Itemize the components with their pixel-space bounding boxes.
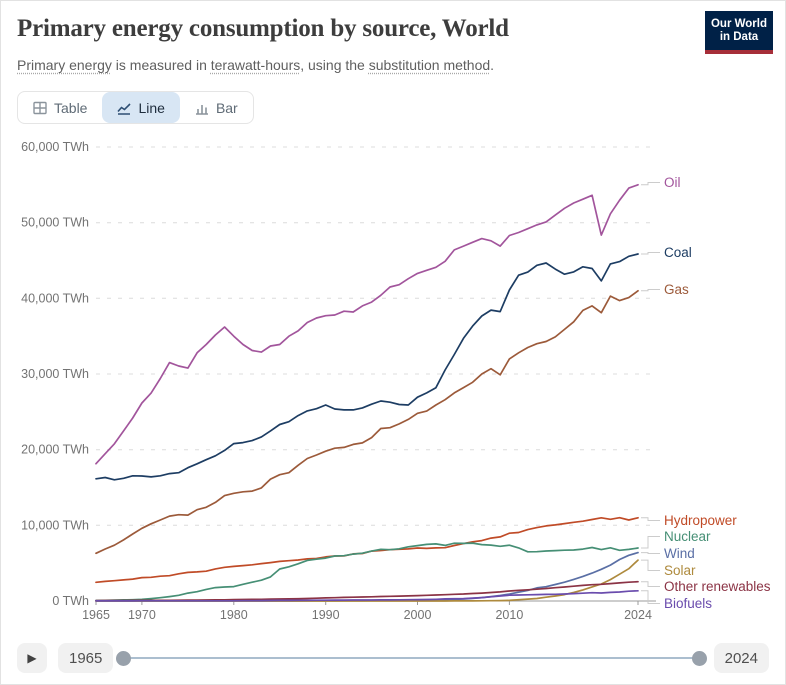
timeline-start-handle[interactable]	[116, 650, 131, 666]
series-label-solar[interactable]: Solar	[664, 563, 696, 578]
y-tick-label: 30,000 TWh	[21, 367, 89, 381]
series-label-connector	[641, 559, 660, 571]
chart-subtitle: Primary energy is measured in terawatt-h…	[17, 57, 494, 73]
x-tick-label: 2000	[404, 608, 432, 622]
series-label-connector	[641, 536, 660, 549]
y-tick-label: 50,000 TWh	[21, 216, 89, 230]
series-label-connector	[641, 517, 660, 521]
term-primary-energy[interactable]: Primary energy	[17, 57, 112, 73]
x-tick-label: 1965	[82, 608, 110, 622]
series-label-oil[interactable]: Oil	[664, 175, 681, 190]
tab-line-label: Line	[138, 99, 165, 116]
y-tick-label: 10,000 TWh	[21, 518, 89, 532]
y-tick-label: 60,000 TWh	[21, 140, 89, 154]
series-label-connector	[641, 252, 660, 255]
y-tick-label: 40,000 TWh	[21, 291, 89, 305]
series-label-coal[interactable]: Coal	[664, 245, 692, 260]
owid-logo-line2: in Data	[719, 31, 759, 43]
x-tick-label: 2024	[624, 608, 652, 622]
series-label-nuclear[interactable]: Nuclear	[664, 529, 711, 544]
tab-bar-label: Bar	[215, 99, 238, 116]
subtitle-text: .	[490, 57, 495, 73]
timeline-slider-track[interactable]	[116, 650, 707, 666]
series-label-wind[interactable]: Wind	[664, 546, 695, 561]
tab-table[interactable]: Table	[18, 92, 102, 123]
series-label-gas[interactable]: Gas	[664, 282, 689, 297]
bar-chart-icon	[195, 104, 208, 115]
series-label-connector	[641, 552, 660, 554]
series-line-oil	[95, 183, 639, 465]
subtitle-text: , using the	[300, 57, 369, 73]
x-tick-label: 1970	[128, 608, 156, 622]
y-tick-label: 0 TWh	[52, 594, 89, 608]
term-terawatt-hours[interactable]: terawatt-hours	[210, 57, 301, 73]
series-label-hydropower[interactable]: Hydropower	[664, 513, 737, 528]
line-chart-icon	[117, 102, 132, 115]
timeline-end-handle[interactable]	[692, 650, 707, 666]
subtitle-text: is measured in	[111, 57, 211, 73]
series-line-coal	[95, 253, 639, 481]
owid-logo[interactable]: Our World in Data	[705, 11, 773, 54]
series-label-connector	[641, 590, 660, 604]
table-icon	[33, 101, 47, 114]
series-label-connector	[641, 289, 660, 292]
series-label-connector	[641, 581, 660, 587]
series-label-other-renewables[interactable]: Other renewables	[664, 579, 771, 594]
x-tick-label: 1990	[312, 608, 340, 622]
tab-line[interactable]: Line	[102, 92, 180, 123]
play-icon: ▶	[27, 651, 37, 665]
page-title: Primary energy consumption by source, Wo…	[17, 15, 509, 42]
y-tick-label: 20,000 TWh	[21, 443, 89, 457]
timeline-start-year[interactable]: 1965	[58, 643, 114, 673]
x-tick-label: 1980	[220, 608, 248, 622]
x-tick-label: 2010	[495, 608, 523, 622]
series-line-gas	[95, 289, 639, 555]
series-line-biofuels	[95, 589, 639, 602]
series-line-nuclear	[95, 542, 639, 602]
tab-table-label: Table	[54, 99, 88, 116]
term-substitution-method[interactable]: substitution method	[368, 57, 491, 73]
series-label-connector	[641, 182, 660, 186]
play-button[interactable]: ▶	[17, 643, 47, 673]
timeline-end-year[interactable]: 2024	[713, 643, 769, 673]
tab-bar[interactable]: Bar	[180, 92, 253, 123]
series-label-biofuels[interactable]: Biofuels	[664, 596, 712, 611]
chart-canvas[interactable]: 0 TWh 10,000 TWh 20,000 TWh 30,000 TWh 40,00…	[1, 127, 786, 629]
chart-type-tabs: Table Line Bar	[17, 91, 254, 124]
owid-logo-line1: Our World	[710, 18, 767, 30]
